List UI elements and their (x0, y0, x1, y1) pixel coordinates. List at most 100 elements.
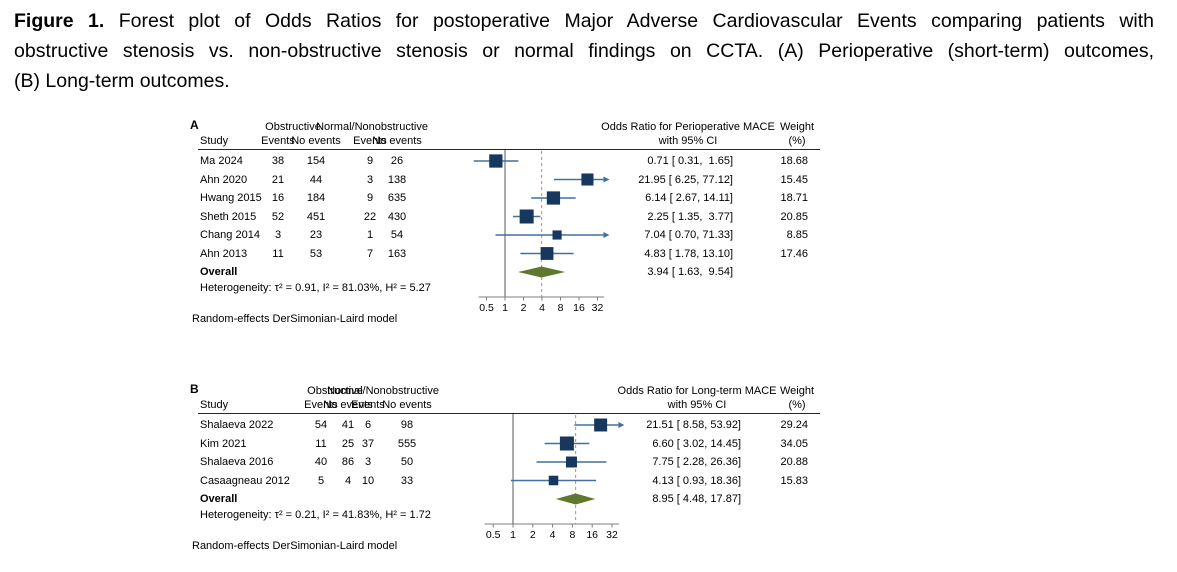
or-marker (559, 436, 574, 451)
normal-no-events-value: 98 (400, 419, 414, 431)
normal-no-events-value: 33 (400, 474, 414, 487)
obstructive-events-value: 11 (315, 437, 327, 450)
obstructive-events-value: 21 (271, 173, 285, 186)
or-ci-label: 6.60 [ 3.02, 14.45] (652, 437, 741, 450)
normal-events-value: 9 (366, 155, 374, 167)
axis-tick-label: 2 (521, 302, 527, 314)
study-name: Casaagneau 2012 (200, 474, 290, 487)
normal-no-events-value: 54 (390, 229, 404, 241)
normal-no-events-value: 163 (387, 247, 407, 260)
weight-value: 18.68 (780, 155, 808, 167)
weight-value: 18.71 (780, 192, 808, 204)
weight-column-unit: (%) (788, 135, 806, 147)
overall-or-ci-label: 8.95 [ 4.48, 17.87] (652, 493, 741, 505)
study-name: Ma 2024 (200, 155, 243, 167)
obstructive-no-events-value: 25 (341, 437, 355, 450)
study-name: Kim 2021 (200, 437, 247, 450)
normal-events-value: 9 (366, 192, 374, 204)
ci-arrow (618, 422, 625, 428)
weight-column-title: Weight (779, 385, 815, 397)
normal-no-events-value: 50 (400, 456, 414, 468)
study-name: Shalaeva 2016 (200, 456, 274, 468)
forest-plot-svg: 0.5 1 2 4 8 16 32 (473, 150, 610, 314)
caption-line-1: Figure 1. Forest plot of Odds Ratios for… (14, 6, 1154, 36)
weight-value: 29.24 (780, 419, 808, 431)
overall-diamond (555, 493, 596, 505)
model-note: Random-effects DerSimonian-Laird model (192, 540, 398, 552)
or-ci-label: 7.04 [ 0.70, 71.33] (644, 229, 733, 241)
study-name: Ahn 2013 (200, 247, 248, 260)
figure-caption-text-1: Forest plot of Odds Ratios for postopera… (118, 10, 1154, 32)
or-ci-label: 4.13 [ 0.93, 18.36] (652, 474, 741, 487)
or-marker (552, 230, 562, 240)
axis-tick-label: 8 (558, 302, 564, 314)
heterogeneity-note: Heterogeneity: τ² = 0.21, I² = 41.83%, H… (200, 509, 431, 521)
axis-tick-label: 8 (569, 529, 575, 541)
column-header-normal-no-events: No events (372, 135, 422, 147)
normal-events-value: 10 (361, 474, 375, 487)
obstructive-events-value: 16 (271, 192, 285, 204)
or-ci-label: 21.95 [ 6.25, 77.12] (638, 173, 733, 186)
heterogeneity-note: Heterogeneity: τ² = 0.91, I² = 81.03%, H… (200, 282, 431, 294)
axis-tick-label: 0.5 (479, 302, 494, 314)
or-marker (581, 173, 594, 186)
forest-panel-a: A Obstructive Normal/Nonobstructive Odds Ra… (190, 118, 850, 330)
or-ci-label: 4.83 [ 1.78, 13.10] (644, 247, 733, 260)
panel-label: B (190, 382, 199, 396)
or-marker (489, 154, 503, 168)
or-column-title: Odds Ratio for Long-term MACE (617, 385, 777, 397)
weight-column-unit: (%) (788, 399, 806, 411)
overall-label: Overall (200, 266, 238, 278)
normal-events-value: 6 (364, 419, 372, 431)
study-column-header: Study (200, 399, 229, 411)
study-name: Ahn 2020 (200, 173, 248, 186)
study-name: Shalaeva 2022 (200, 419, 274, 431)
figure-caption-label: Figure 1. (14, 10, 105, 32)
normal-events-value: 1 (366, 229, 374, 241)
or-marker (548, 475, 559, 486)
header-rule (198, 149, 820, 151)
axis-tick-label: 1 (502, 302, 508, 314)
column-header-normal-events: Events (351, 399, 385, 411)
group-header-obstructive: Obstructive (307, 385, 363, 397)
column-header-obstructive-events: Events (261, 135, 295, 147)
obstructive-events-value: 40 (314, 456, 328, 468)
normal-events-value: 22 (363, 210, 377, 223)
axis-tick-label: 16 (573, 302, 585, 314)
forest-plot-svg: 0.5 1 2 4 8 16 32 (484, 414, 625, 541)
obstructive-no-events-value: 4 (344, 474, 352, 487)
normal-events-value: 3 (366, 173, 374, 186)
axis-tick-label: 2 (530, 529, 536, 541)
obstructive-events-value: 3 (274, 229, 282, 241)
obstructive-events-value: 11 (272, 247, 284, 260)
obstructive-no-events-value: 23 (309, 229, 323, 241)
weight-value: 15.45 (780, 173, 808, 186)
column-header-obstructive-no-events: No events (323, 399, 373, 411)
figure-caption: Figure 1. Forest plot of Odds Ratios for… (14, 6, 1154, 96)
or-marker (540, 247, 554, 260)
obstructive-no-events-value: 53 (309, 247, 323, 260)
column-header-obstructive-events: Events (304, 399, 338, 411)
normal-no-events-value: 430 (387, 210, 407, 223)
overall-label: Overall (200, 493, 238, 505)
or-ci-label: 7.75 [ 2.28, 26.36] (652, 456, 741, 468)
obstructive-no-events-value: 86 (341, 456, 355, 468)
normal-events-value: 3 (364, 456, 372, 468)
weight-value: 15.83 (780, 474, 808, 487)
or-marker (594, 418, 608, 432)
study-name: Sheth 2015 (200, 210, 257, 223)
obstructive-events-value: 52 (271, 210, 285, 223)
study-column-header: Study (200, 135, 229, 147)
header-rule (198, 413, 820, 415)
axis-tick-label: 32 (606, 529, 618, 541)
normal-no-events-value: 26 (390, 155, 404, 167)
or-ci-label: 0.71 [ 0.31, 1.65] (647, 155, 733, 167)
or-ci-label: 21.51 [ 8.58, 53.92] (646, 419, 741, 431)
obstructive-no-events-value: 184 (306, 192, 326, 204)
weight-value: 20.85 (780, 210, 808, 223)
axis-tick-label: 32 (592, 302, 604, 314)
normal-no-events-value: 555 (397, 437, 417, 450)
or-column-subtitle: with 95% CI (658, 135, 718, 147)
or-ci-label: 6.14 [ 2.67, 14.11] (645, 192, 733, 204)
